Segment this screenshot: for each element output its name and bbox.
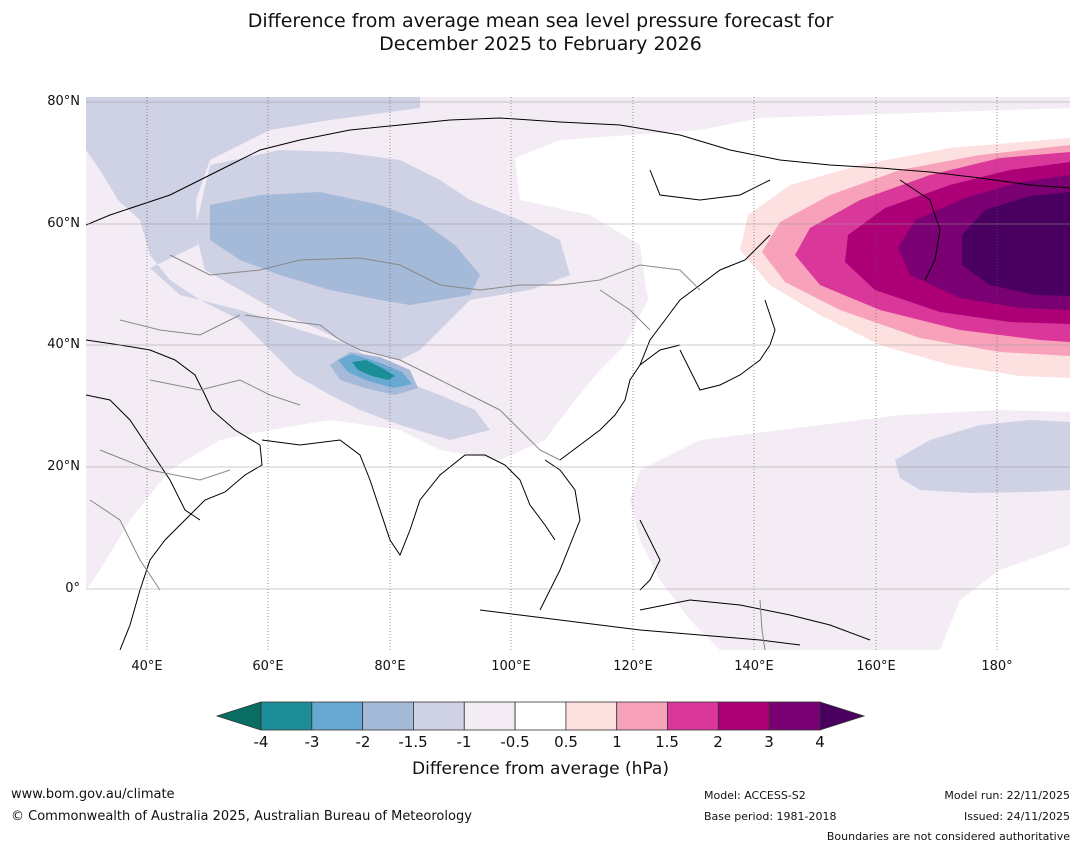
footer-model: Model: ACCESS-S2: [704, 789, 806, 802]
colorbar-tick: -1: [456, 733, 472, 751]
footer-base-period: Base period: 1981-2018: [704, 810, 837, 823]
colorbar-segment: [463, 701, 516, 731]
lat-label-80n: 80°N: [47, 94, 80, 109]
lon-label-100e: 100°E: [491, 659, 531, 674]
lon-label-160e: 160°E: [856, 659, 896, 674]
chart-title-line2: December 2025 to February 2026: [379, 33, 702, 55]
colorbar-tick: -0.5: [500, 733, 530, 751]
anomaly-field-pos-4: [962, 192, 1070, 296]
colorbar-over-triangle: [819, 701, 866, 731]
anomaly-field-neg-1: [86, 97, 490, 440]
colorbar-segment: [768, 701, 821, 731]
colorbar-tick: 0.5: [554, 733, 578, 751]
lat-label-60n: 60°N: [47, 216, 80, 231]
colorbar-segment: [514, 701, 567, 731]
anomaly-field-neg-1-pacific: [895, 420, 1070, 493]
colorbar-segment: [311, 701, 364, 731]
colorbar-tick: 4: [815, 733, 825, 751]
colorbar-tick: 1.5: [655, 733, 679, 751]
colorbar-segments: [260, 701, 821, 731]
anomaly-field-neg-1-5: [210, 192, 480, 305]
footer-website[interactable]: www.bom.gov.au/climate: [11, 787, 175, 802]
anomaly-field-neg-3: [352, 360, 395, 380]
colorbar-segment: [717, 701, 770, 731]
colorbar-tick: -2: [355, 733, 371, 751]
colorbar-segment: [565, 701, 618, 731]
colorbar-tick: -4: [253, 733, 269, 751]
footer-model-run: Model run: 22/11/2025: [944, 789, 1070, 802]
gridlines: [86, 97, 1070, 650]
lon-label-120e: 120°E: [613, 659, 653, 674]
colorbar-under-triangle: [215, 701, 262, 731]
footer-disclaimer: Boundaries are not considered authoritat…: [826, 830, 1070, 843]
colorbar-tick: 1: [612, 733, 622, 751]
chart-title-line1: Difference from average mean sea level p…: [247, 10, 834, 32]
colorbar-tick: -1.5: [398, 733, 428, 751]
lon-label-60e: 60°E: [252, 659, 284, 674]
footer-issued: Issued: 24/11/2025: [963, 810, 1070, 823]
colorbar-tick: 3: [764, 733, 774, 751]
colorbar-segment: [616, 701, 668, 731]
lon-label-180: 180°: [981, 659, 1013, 674]
map-plot-area: [86, 97, 1070, 650]
lon-label-40e: 40°E: [131, 659, 163, 674]
colorbar-segment: [362, 701, 414, 731]
colorbar-segment: [413, 701, 465, 731]
coastlines: [86, 117, 1070, 650]
lat-label-20n: 20°N: [47, 459, 80, 474]
colorbar-tick: -3: [304, 733, 320, 751]
footer-copyright: © Commonwealth of Australia 2025, Austra…: [11, 809, 472, 824]
lat-label-0: 0°: [65, 581, 80, 596]
lon-label-140e: 140°E: [734, 659, 774, 674]
colorbar-segment: [260, 701, 313, 731]
colorbar-tick: 2: [713, 733, 723, 751]
colorbar-segment: [667, 701, 719, 731]
lat-label-40n: 40°N: [47, 337, 80, 352]
colorbar-title: Difference from average (hPa): [412, 759, 669, 779]
lon-label-80e: 80°E: [374, 659, 406, 674]
country-borders: [89, 254, 766, 650]
colorbar: [215, 701, 866, 731]
